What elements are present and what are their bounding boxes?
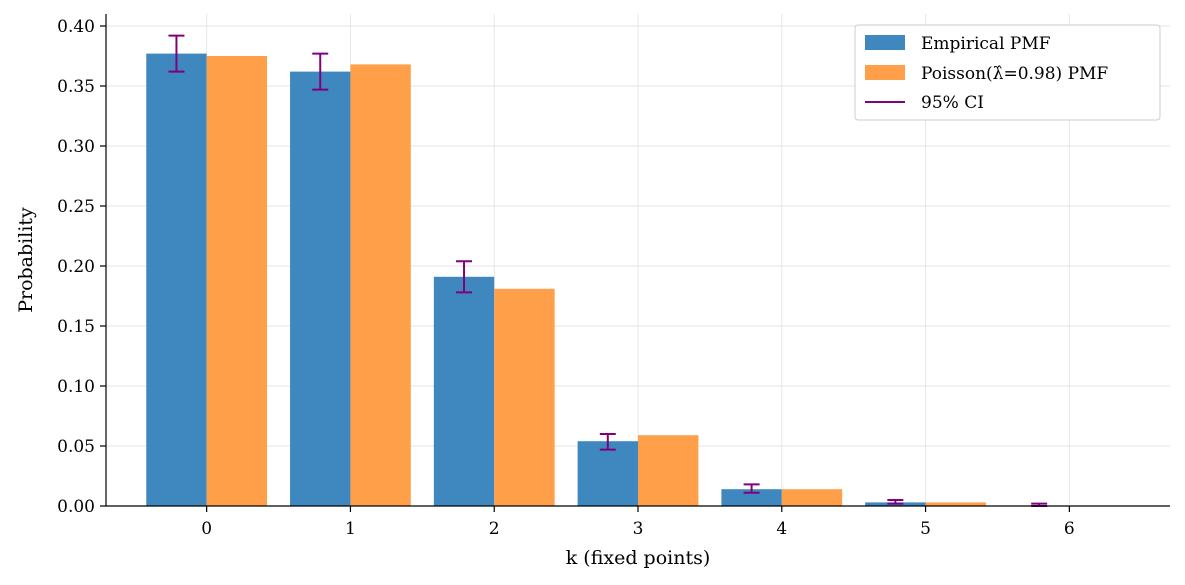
bar-poisson [350,64,411,507]
x-tick-label: 2 [489,519,500,539]
y-tick-label: 0.25 [57,197,95,217]
bar-empirical [721,489,782,506]
bar-empirical [290,71,351,506]
y-tick-label: 0.35 [57,77,95,97]
legend-swatch-empirical [865,35,905,50]
bar-poisson [638,435,699,506]
bar-empirical [146,53,207,506]
y-tick-label: 0.15 [57,317,95,337]
y-tick-label: 0.10 [57,377,95,397]
bar-empirical [433,276,495,506]
x-tick-label: 1 [345,519,356,539]
y-tick-label: 0.20 [57,257,95,277]
legend-label-empirical: Empirical PMF [921,34,1051,54]
axis-layer: 0.00 0.05 0.10 0.15 0.20 0.25 0.30 0.35 0.40 0 1 2 3… [57,14,1170,539]
x-tick-label: 0 [201,519,212,539]
y-tick-label: 0.40 [57,17,95,37]
legend-label-poisson: Poisson(λ̂=0.98) PMF [921,64,1108,84]
bar-empirical [577,441,638,506]
y-tick-label: 0.00 [57,497,95,517]
x-tick-label: 5 [920,519,931,539]
legend-label-ci: 95% CI [921,93,984,113]
x-tick-label: 3 [633,519,644,539]
x-tick-label: 4 [776,519,787,539]
bar-poisson [925,502,986,506]
y-tick-label: 0.05 [57,437,95,457]
x-tick-label: 6 [1064,519,1075,539]
y-axis-label: Probability [15,207,37,313]
bar-poisson [781,489,843,506]
legend-box [854,24,1161,121]
legend-swatch-poisson [865,65,905,80]
legend: Empirical PMF Poisson(λ̂=0.98) PMF 95% C… [854,24,1161,121]
bar-poisson [494,288,555,506]
y-tick-label: 0.30 [57,137,95,157]
x-axis-label: k (fixed points) [566,547,711,569]
bar-poisson [206,56,268,506]
bar-layer [146,53,986,507]
